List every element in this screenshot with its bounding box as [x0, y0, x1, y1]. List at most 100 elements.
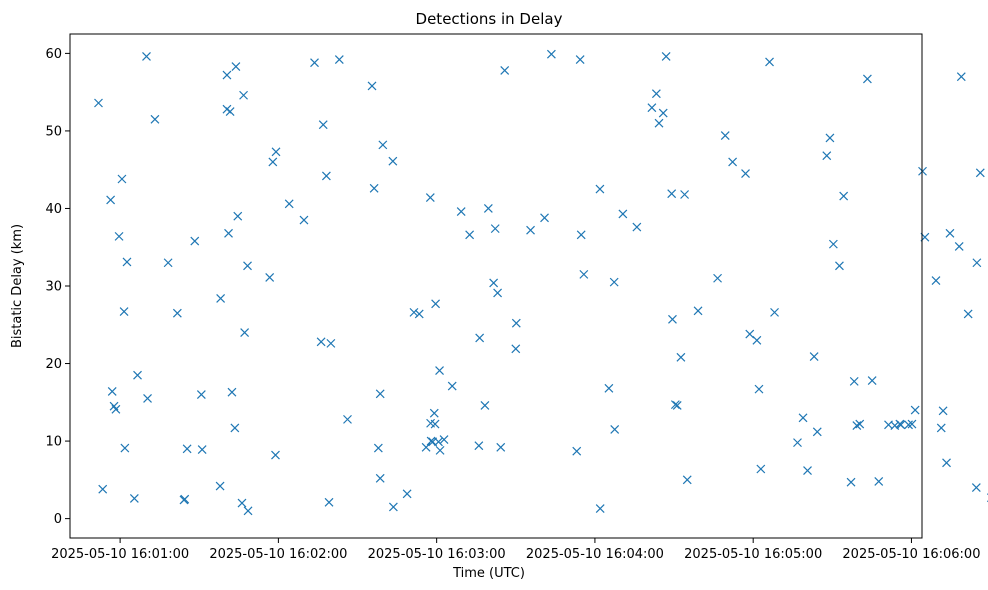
detection-point: [265, 273, 275, 282]
detection-point: [227, 387, 237, 397]
detection-point: [936, 423, 946, 433]
detection-point: [480, 400, 490, 410]
detection-point: [237, 498, 247, 508]
detection-point: [809, 352, 819, 361]
detection-point: [431, 299, 441, 309]
detection-point: [500, 66, 510, 75]
detection-point: [150, 114, 160, 124]
detection-point: [122, 257, 132, 267]
detection-point: [595, 184, 605, 194]
detection-point: [240, 328, 250, 337]
detection-point: [526, 225, 535, 235]
detection-point: [474, 441, 484, 451]
detection-point: [918, 166, 927, 176]
detection-point: [576, 230, 586, 240]
detection-point: [855, 419, 865, 429]
detection-point: [239, 90, 248, 100]
detection-point: [369, 183, 379, 193]
detection-point: [179, 495, 189, 505]
detection-point: [378, 140, 388, 150]
detection-point: [770, 307, 779, 317]
detection-point: [910, 405, 920, 415]
detection-point: [119, 307, 129, 317]
detection-point: [745, 329, 755, 339]
detection-point: [334, 55, 344, 65]
y-tick-label: 60: [45, 47, 62, 62]
detection-point: [728, 157, 738, 167]
detection-point: [483, 204, 493, 213]
detection-point: [324, 497, 334, 507]
detection-point: [316, 337, 326, 347]
detection-point: [572, 446, 582, 456]
detection-point: [803, 466, 812, 475]
detection-point: [676, 352, 686, 362]
detection-point: [874, 476, 884, 486]
detection-point: [595, 504, 605, 513]
detection-point: [425, 193, 435, 203]
detection-point: [956, 72, 966, 82]
detection-point: [540, 213, 549, 223]
detection-point: [111, 404, 121, 414]
detection-point: [493, 288, 503, 298]
x-tick-label: 2025-05-10 16:01:00: [51, 547, 189, 562]
detection-point: [197, 445, 207, 455]
detection-point: [143, 394, 152, 403]
detection-point: [402, 489, 412, 499]
detection-point: [945, 228, 955, 238]
x-tick-label: 2025-05-10 16:06:00: [842, 547, 980, 562]
detection-point: [658, 108, 668, 118]
detection-point: [667, 189, 677, 199]
detection-point: [793, 438, 802, 448]
detection-point: [271, 450, 280, 460]
detection-point: [196, 390, 206, 399]
detection-point: [852, 421, 862, 430]
detection-point: [907, 419, 917, 429]
detection-point: [741, 169, 750, 178]
detection-point: [439, 435, 449, 444]
detection-point: [867, 376, 877, 386]
detection-point: [654, 118, 664, 128]
detection-point: [343, 414, 352, 424]
detection-point: [693, 306, 703, 316]
detection-point: [230, 423, 240, 433]
detection-point: [839, 191, 849, 201]
y-axis-ticks: 0 10 20 30 40 50 60: [45, 47, 70, 527]
detection-point: [680, 190, 690, 199]
detection-point: [233, 211, 243, 221]
detection-point: [98, 484, 108, 494]
detection-point: [938, 406, 948, 416]
detection-point: [434, 437, 443, 447]
detection-point: [661, 52, 671, 61]
detection-point: [373, 443, 383, 453]
detection-point: [224, 228, 233, 238]
detection-point: [862, 74, 872, 84]
detection-point: [904, 420, 913, 430]
detection-point: [511, 318, 521, 328]
detection-point: [129, 494, 139, 503]
detection-point: [222, 70, 232, 80]
detection-point: [713, 273, 722, 283]
detection-point: [120, 443, 130, 453]
detection-point: [963, 309, 973, 319]
x-axis-label: Time (UTC): [452, 566, 525, 581]
detection-point: [409, 307, 419, 317]
detection-point: [835, 261, 844, 271]
detection-point: [465, 230, 475, 240]
detection-point: [367, 81, 377, 91]
y-tick-label: 0: [54, 512, 62, 527]
detection-point: [632, 222, 642, 232]
detection-point: [575, 55, 585, 65]
detection-point: [435, 445, 445, 455]
detection-point: [388, 502, 398, 512]
detection-point: [326, 338, 336, 348]
x-axis-ticks: 2025-05-10 16:01:00 2025-05-10 16:02:00 20…: [51, 538, 980, 562]
detection-point: [284, 199, 294, 209]
detection-point: [822, 151, 832, 161]
detection-point: [972, 258, 982, 268]
detection-point: [475, 333, 485, 343]
detection-point: [163, 258, 173, 268]
detection-point: [490, 224, 500, 234]
detection-point: [971, 483, 981, 493]
detection-point: [421, 442, 431, 452]
